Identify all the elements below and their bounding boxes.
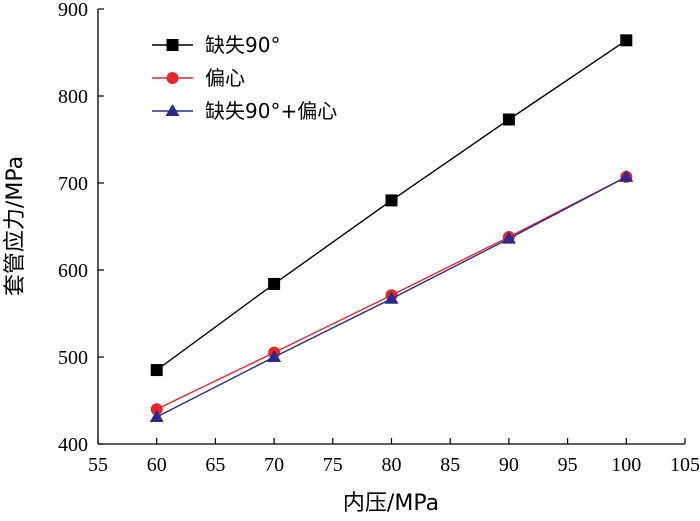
- legend-marker: [166, 39, 179, 51]
- legend-marker: [166, 72, 179, 84]
- data-point: [384, 291, 399, 304]
- x-tick-label: 80: [382, 454, 402, 476]
- x-tick-label: 90: [499, 454, 519, 476]
- x-axis-title: 内压/MPa: [343, 491, 439, 516]
- y-tick-label: 700: [58, 173, 88, 195]
- legend-item: 缺失90°+偏心: [152, 99, 337, 123]
- data-point: [619, 169, 634, 182]
- x-tick-label: 60: [147, 454, 167, 476]
- legend-label: 缺失90°+偏心: [205, 99, 337, 123]
- legend-marker: [165, 104, 180, 116]
- legend-item: 偏心: [152, 66, 245, 90]
- y-axis-title: 套管应力/MPa: [3, 156, 28, 296]
- y-tick-label: 900: [58, 0, 88, 21]
- data-point: [502, 113, 515, 126]
- legend-item: 缺失90°: [152, 33, 280, 57]
- y-tick-label: 800: [58, 86, 88, 108]
- x-tick-label: 75: [323, 454, 343, 476]
- x-tick-label: 100: [611, 454, 641, 476]
- data-point: [385, 194, 398, 207]
- data-point: [150, 403, 163, 416]
- x-tick-label: 95: [558, 454, 578, 476]
- series-3: [149, 169, 634, 423]
- x-tick-label: 105: [670, 454, 700, 476]
- data-point: [149, 410, 164, 423]
- x-tick-label: 85: [440, 454, 460, 476]
- data-point: [268, 277, 281, 290]
- y-tick-label: 500: [58, 347, 88, 369]
- legend-label: 缺失90°: [205, 33, 280, 57]
- y-tick-label: 400: [58, 434, 88, 456]
- x-tick-label: 70: [264, 454, 284, 476]
- y-tick-label: 600: [58, 260, 88, 282]
- data-point: [150, 364, 163, 377]
- data-point: [620, 34, 633, 47]
- series-1: [150, 34, 633, 377]
- series: [149, 34, 634, 423]
- ticks: 55 60 65 70 75 80 85 90 95 100 105 400 500 600 700 800 9…: [58, 0, 700, 476]
- legend-label: 偏心: [205, 66, 245, 90]
- axes: [97, 9, 685, 445]
- data-point: [501, 231, 516, 244]
- x-tick-label: 55: [88, 454, 108, 476]
- data-point: [267, 350, 282, 362]
- x-tick-label: 65: [205, 454, 225, 476]
